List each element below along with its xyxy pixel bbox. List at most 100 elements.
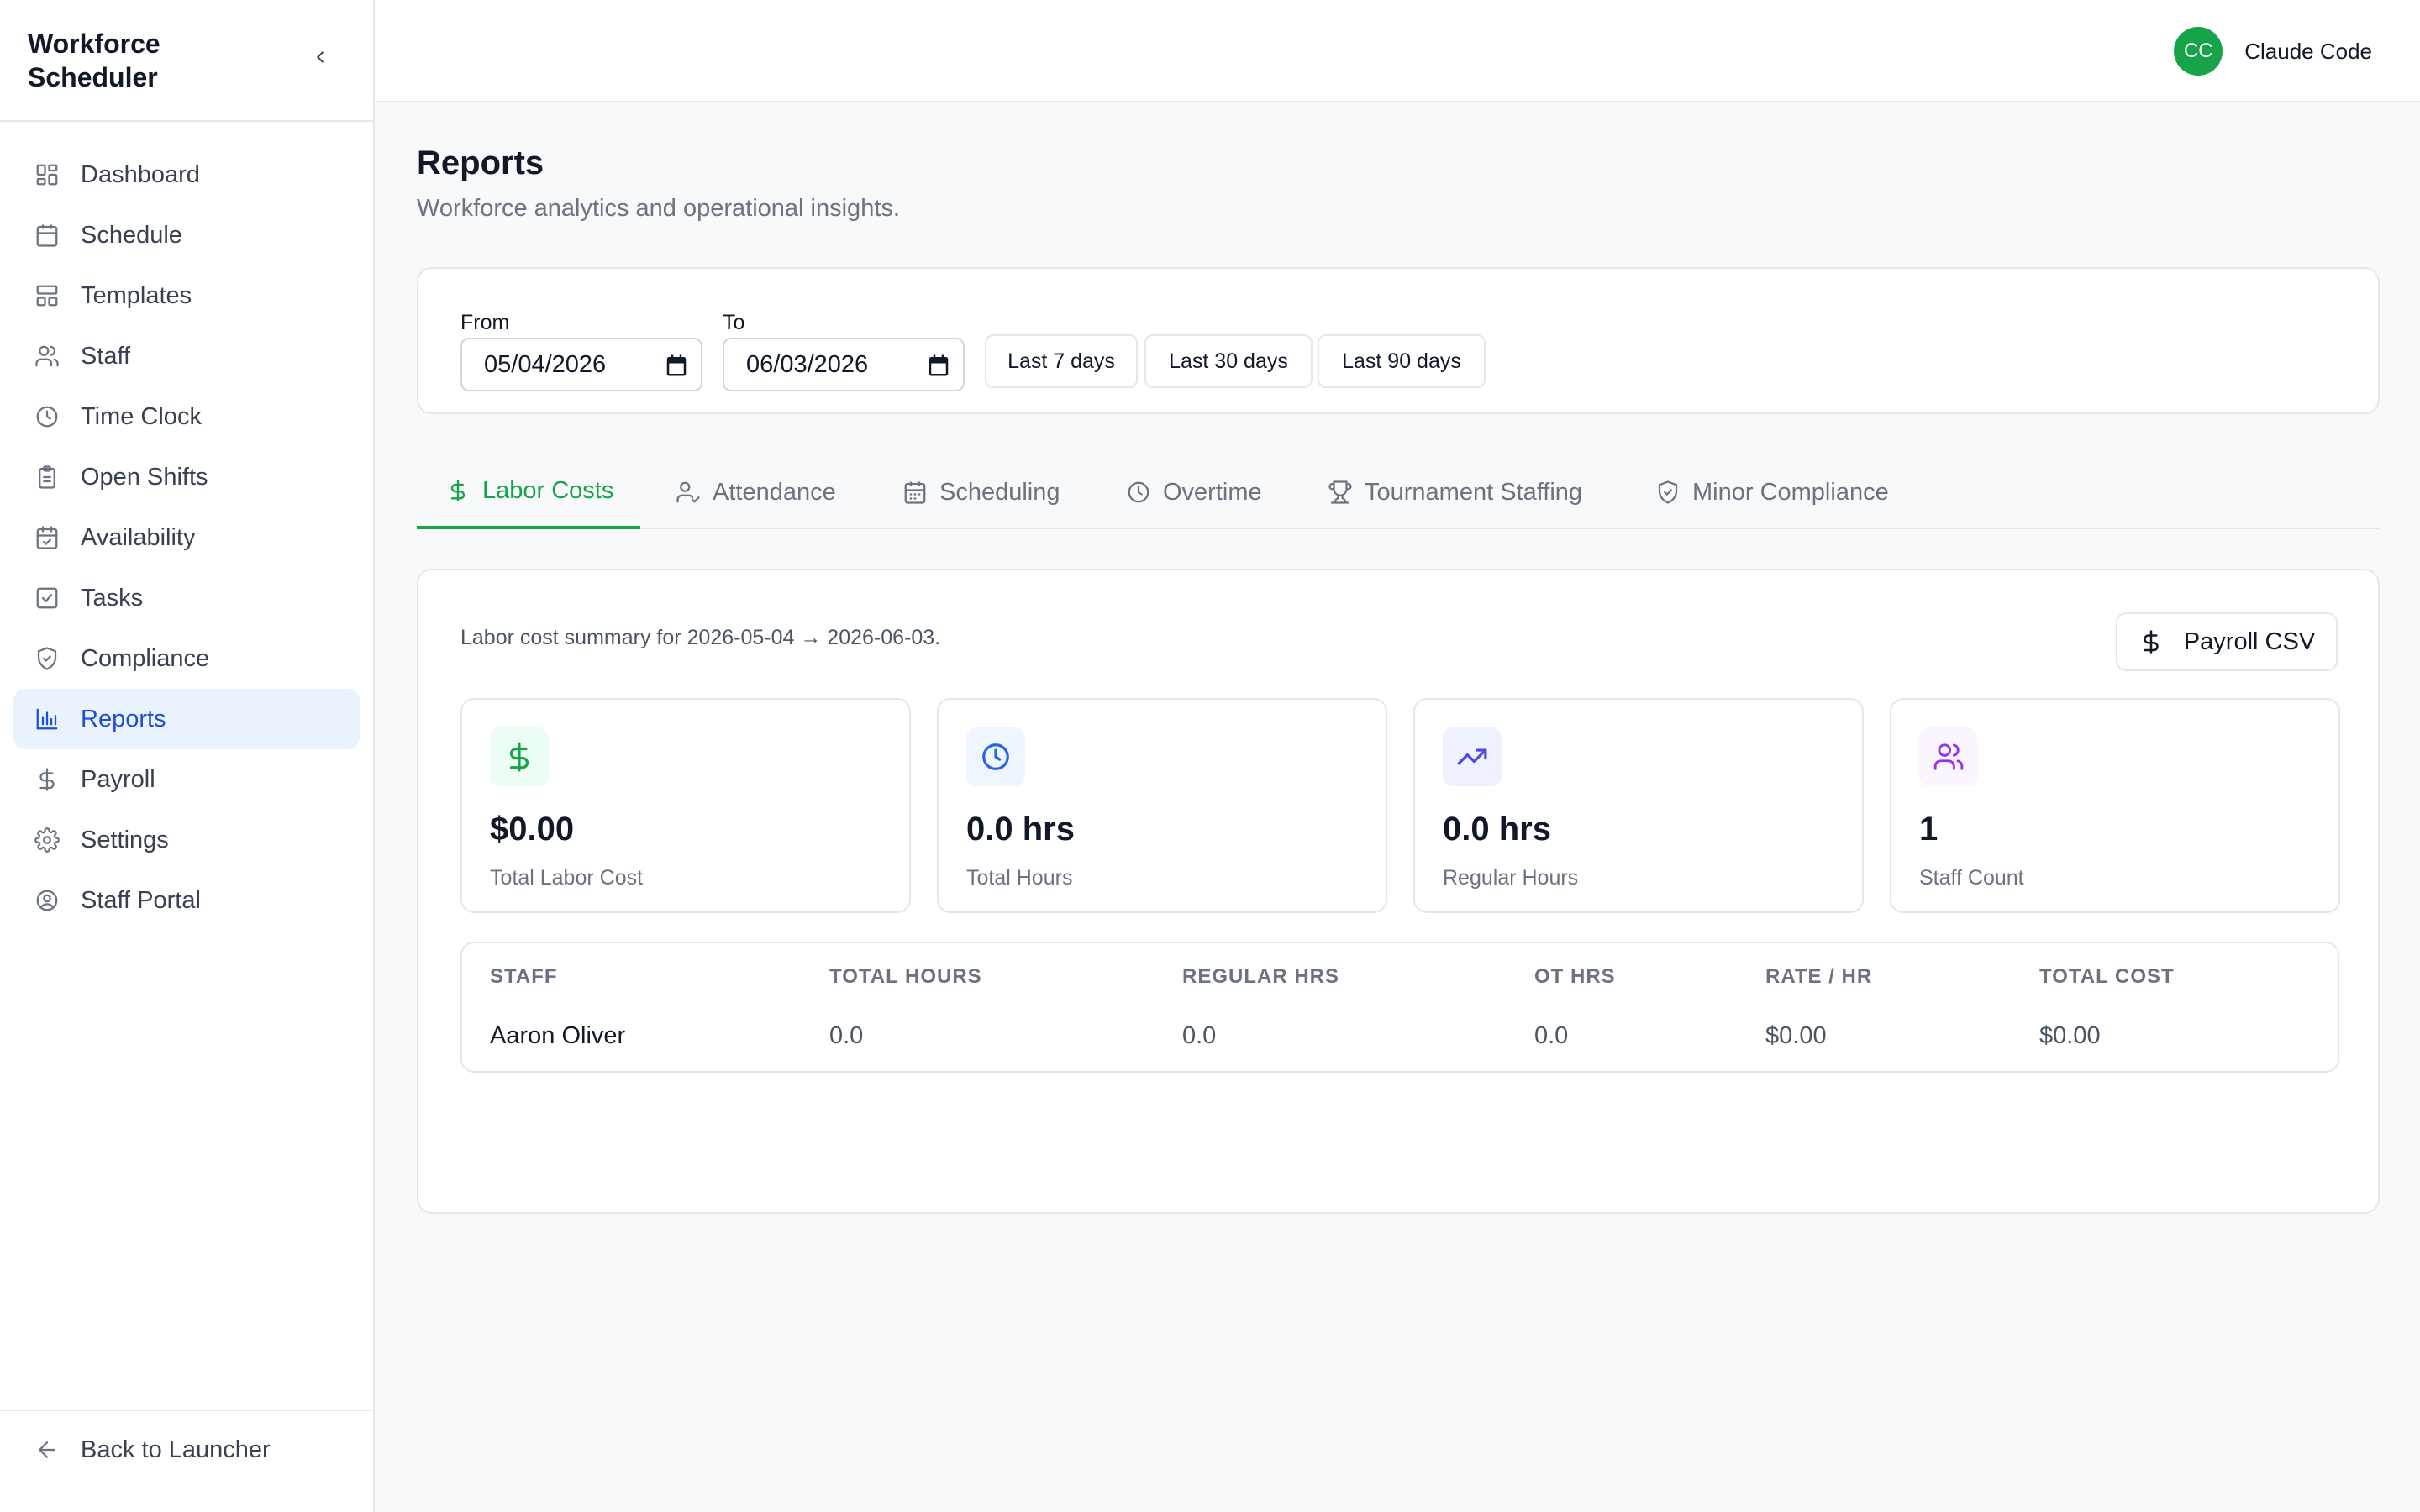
stat-caption: Total Hours xyxy=(966,866,1073,890)
labor-summary-text: Labor cost summary for 2026-05-04 → 2026… xyxy=(460,626,941,649)
sidebar-item-label: Reports xyxy=(81,705,166,732)
stat-value: 0.0 hrs xyxy=(1443,811,1551,848)
sidebar-item-time-clock[interactable]: Time Clock xyxy=(13,386,360,447)
sidebar-item-label: Templates xyxy=(81,281,192,309)
page-title: Reports xyxy=(417,144,544,181)
calendar-icon xyxy=(34,222,60,249)
sidebar-item-label: Dashboard xyxy=(81,160,200,188)
user-circle-icon xyxy=(34,887,60,914)
stat-total-hours: 0.0 hrs Total Hours xyxy=(937,698,1387,913)
calendar-check-icon xyxy=(34,524,60,551)
back-to-launcher-button[interactable]: Back to Launcher xyxy=(13,1420,360,1480)
bar-chart-icon xyxy=(34,706,60,732)
last-90-days-button[interactable]: Last 90 days xyxy=(1318,334,1486,388)
sidebar-item-label: Open Shifts xyxy=(81,463,208,491)
sidebar-item-label: Tasks xyxy=(81,584,144,612)
payroll-csv-button[interactable]: Payroll CSV xyxy=(2116,612,2338,671)
chevron-left-icon xyxy=(317,51,324,63)
calendar-icon[interactable] xyxy=(664,353,689,385)
clock-icon xyxy=(34,403,60,430)
table-cell-ot-hrs: 0.0 xyxy=(1534,1022,1569,1049)
table-cell-staff: Aaron Oliver xyxy=(490,1022,626,1049)
sidebar-item-staff[interactable]: Staff xyxy=(13,326,360,386)
tab-label: Attendance xyxy=(713,478,836,506)
dollar-icon xyxy=(445,478,471,503)
tab-label: Tournament Staffing xyxy=(1365,478,1583,506)
topbar: CC Claude Code xyxy=(375,0,2420,102)
stat-caption: Regular Hours xyxy=(1443,866,1579,890)
user-menu[interactable]: CC Claude Code xyxy=(2174,27,2372,76)
clock-icon xyxy=(966,727,1025,786)
avatar: CC xyxy=(2174,27,2223,76)
column-header-total-hours[interactable]: TOTAL HOURS xyxy=(829,965,982,988)
gear-icon xyxy=(34,827,60,853)
table-cell-total-hours: 0.0 xyxy=(829,1022,864,1049)
tab-scheduling[interactable]: Scheduling xyxy=(902,455,1060,529)
to-date-input[interactable]: 06/03/2026 xyxy=(723,338,965,391)
sidebar-item-templates[interactable]: Templates xyxy=(13,265,360,326)
template-icon xyxy=(34,282,60,309)
tab-label: Labor Costs xyxy=(482,476,614,504)
tab-tournament-staffing[interactable]: Tournament Staffing xyxy=(1328,455,1582,529)
back-to-launcher-label: Back to Launcher xyxy=(81,1436,271,1463)
sidebar-item-schedule[interactable]: Schedule xyxy=(13,205,360,265)
column-header-ot-hrs[interactable]: OT HRS xyxy=(1534,965,1616,988)
sidebar-item-reports[interactable]: Reports xyxy=(13,689,360,749)
to-label: To xyxy=(723,311,745,334)
dollar-icon xyxy=(490,727,549,786)
sidebar-item-label: Staff Portal xyxy=(81,886,201,914)
sidebar-nav: Dashboard Schedule Templates Staff Time … xyxy=(0,122,373,931)
collapse-sidebar-button[interactable] xyxy=(307,44,334,71)
column-header-staff[interactable]: STAFF xyxy=(490,965,558,988)
sidebar-item-label: Payroll xyxy=(81,765,155,793)
calendar-icon[interactable] xyxy=(926,353,951,385)
sidebar-item-label: Settings xyxy=(81,826,169,853)
last-30-days-button[interactable]: Last 30 days xyxy=(1144,334,1313,388)
sidebar: Workforce Scheduler Dashboard Schedule T… xyxy=(0,0,375,1512)
from-date-value: 05/04/2026 xyxy=(484,350,607,378)
table-cell-regular-hrs: 0.0 xyxy=(1182,1022,1217,1049)
sidebar-item-dashboard[interactable]: Dashboard xyxy=(13,144,360,205)
sidebar-item-tasks[interactable]: Tasks xyxy=(13,568,360,628)
brand: Workforce Scheduler xyxy=(0,0,373,122)
tab-label: Minor Compliance xyxy=(1692,478,1889,506)
shield-check-icon xyxy=(1655,480,1681,505)
app-title: Workforce Scheduler xyxy=(28,29,160,92)
labor-costs-panel: Labor cost summary for 2026-05-04 → 2026… xyxy=(417,569,2380,1214)
stat-total-labor-cost: $0.00 Total Labor Cost xyxy=(460,698,911,913)
column-header-regular-hrs[interactable]: REGULAR HRS xyxy=(1182,965,1340,988)
sidebar-item-open-shifts[interactable]: Open Shifts xyxy=(13,447,360,507)
tab-attendance[interactable]: Attendance xyxy=(676,455,836,529)
tab-label: Scheduling xyxy=(939,478,1060,506)
dollar-icon xyxy=(34,766,60,793)
trending-up-icon xyxy=(1443,727,1502,786)
stat-value: $0.00 xyxy=(490,811,575,848)
table-cell-rate-hr: $0.00 xyxy=(1765,1022,1827,1049)
dollar-icon xyxy=(2139,629,2164,654)
sidebar-item-staff-portal[interactable]: Staff Portal xyxy=(13,870,360,931)
sidebar-item-settings[interactable]: Settings xyxy=(13,810,360,870)
tab-label: Overtime xyxy=(1163,478,1262,506)
sidebar-item-compliance[interactable]: Compliance xyxy=(13,628,360,689)
sidebar-item-payroll[interactable]: Payroll xyxy=(13,749,360,810)
tab-labor-costs[interactable]: Labor Costs xyxy=(417,455,641,529)
tab-overtime[interactable]: Overtime xyxy=(1126,455,1262,529)
date-filter-card: From 05/04/2026 To 06/03/2026 Last 7 day… xyxy=(417,267,2380,414)
stat-staff-count: 1 Staff Count xyxy=(1890,698,2340,913)
from-label: From xyxy=(460,311,510,334)
stat-value: 1 xyxy=(1919,811,1939,848)
last-7-days-button[interactable]: Last 7 days xyxy=(985,334,1138,388)
from-date-input[interactable]: 05/04/2026 xyxy=(460,338,702,391)
labor-table: STAFF TOTAL HOURS REGULAR HRS OT HRS RAT… xyxy=(460,942,2339,1073)
column-header-rate-hr[interactable]: RATE / HR xyxy=(1765,965,1873,988)
column-header-total-cost[interactable]: TOTAL COST xyxy=(2039,965,2175,988)
sidebar-item-label: Schedule xyxy=(81,221,182,249)
sidebar-footer: Back to Launcher xyxy=(0,1410,373,1512)
checkbox-icon xyxy=(34,585,60,612)
shield-icon xyxy=(34,645,60,672)
table-cell-total-cost: $0.00 xyxy=(2039,1022,2101,1049)
sidebar-item-availability[interactable]: Availability xyxy=(13,507,360,568)
arrow-left-icon xyxy=(34,1436,60,1463)
tab-minor-compliance[interactable]: Minor Compliance xyxy=(1655,455,1889,529)
to-date-value: 06/03/2026 xyxy=(746,350,869,378)
